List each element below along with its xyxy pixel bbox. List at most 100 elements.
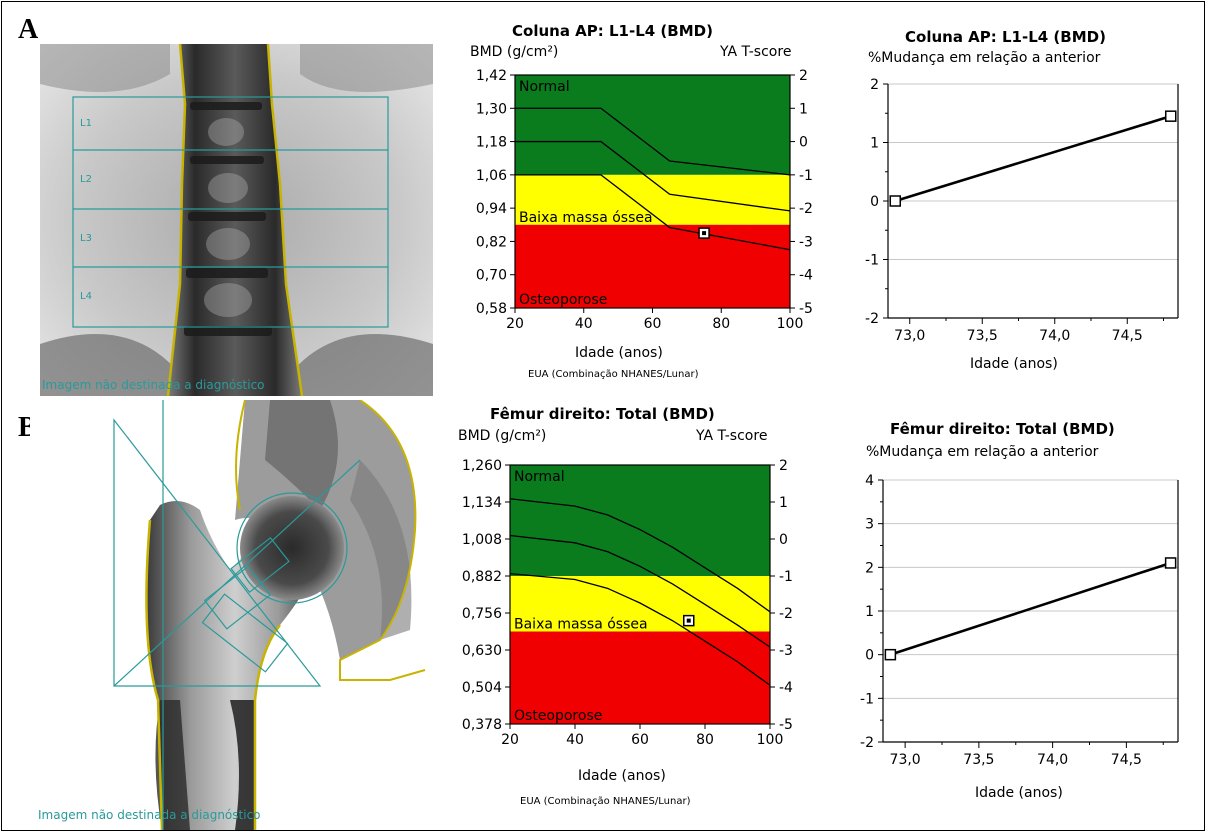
zone-band-2 (515, 224, 790, 308)
chart-b-bmd-plot: 0,378 0,504 0,630 0,756 0,882 1,008 1,134 1,260… (462, 458, 793, 748)
reference-curve-2 (515, 174, 791, 251)
y2-tick-label-0: -5 (799, 301, 813, 317)
y2-tick-label-2: -3 (799, 234, 813, 250)
zone-band-2 (510, 631, 770, 724)
y2-tick-label-7: 2 (779, 458, 788, 474)
y-tick-label-1: 0,70 (476, 268, 507, 284)
x-tick-label-1: 40 (566, 732, 584, 748)
x-tick-label-3: 74,5 (1112, 328, 1143, 344)
y-tick-label-2: 0,82 (476, 234, 507, 250)
y-tick-label-4: 0,882 (462, 569, 502, 585)
chart-a-change-xlabel: Idade (anos) (970, 356, 1058, 372)
y2-tick-label-1: -4 (779, 680, 793, 696)
region-label-l2: L2 (80, 174, 92, 185)
y2-tick-label-0: -5 (779, 717, 793, 733)
chart-b-change-plot: -2 -1 0 1 2 3 4 73,0 73,5 74,0 74,5 (860, 473, 1179, 768)
chart-b-change-ylabel: %Mudança em relação a anterior (866, 444, 1099, 460)
chart-b-bmd-y2label: YA T-score (696, 428, 768, 444)
y-tick-label-1: -1 (865, 253, 879, 269)
x-tick-label-2: 74,0 (1039, 328, 1070, 344)
change-point-1 (1164, 557, 1177, 569)
y-tick-label-0: -2 (860, 735, 874, 751)
y-tick-label-4: 2 (870, 77, 879, 93)
y-tick-label-7: 1,260 (462, 458, 502, 474)
region-label-l3: L3 (80, 233, 92, 244)
chart-a-change-plot: -2 -1 0 1 2 73,0 73,5 74,0 74,5 (865, 77, 1179, 344)
reference-curve-0 (515, 107, 791, 176)
reference-curve-2 (509, 573, 771, 686)
y-tick-label-5: 1,008 (462, 532, 502, 548)
x-tick-label-4: 100 (757, 732, 784, 748)
chart-b-change-xlabel: Idade (anos) (975, 785, 1063, 801)
x-tick-label-1: 40 (575, 316, 593, 332)
y-tick-label-0: -2 (865, 311, 879, 327)
chart-b-bmd-title: Fêmur direito: Total (BMD) (490, 405, 715, 423)
zone-band-0 (510, 465, 770, 576)
zone-label-osteoporosis: Osteoporose (519, 292, 607, 308)
region-label-l1: L1 (80, 118, 92, 129)
chart-a-bmd-ylabel: BMD (g/cm²) (470, 44, 559, 60)
x-tick-label-2: 74,0 (1037, 752, 1068, 768)
zone-label-low-mass: Baixa massa óssea (514, 617, 648, 633)
femur-scan-image (30, 400, 430, 830)
spine-scan-image (40, 44, 433, 396)
zone-label-osteoporosis: Osteoporose (514, 708, 602, 724)
x-tick-label-4: 100 (777, 316, 804, 332)
y-tick-label-1: 0,504 (462, 680, 502, 696)
zone-label-normal: Normal (514, 469, 565, 485)
y-tick-label-3: 0,94 (476, 201, 507, 217)
x-tick-label-0: 20 (501, 732, 519, 748)
change-line-0 (889, 561, 1172, 656)
patient-point-core-0 (686, 618, 691, 623)
y-tick-label-3: 1 (870, 136, 879, 152)
y2-tick-label-4: -1 (779, 569, 793, 585)
y-tick-label-3: 1 (865, 604, 874, 620)
chart-a-change-ylabel: %Mudança em relação a anterior (868, 50, 1101, 66)
x-tick-label-1: 73,5 (967, 328, 998, 344)
x-tick-label-2: 60 (644, 316, 662, 332)
zone-label-low-mass: Baixa massa óssea (519, 210, 653, 226)
chart-b-bmd-ylabel: BMD (g/cm²) (458, 428, 547, 444)
panel-letter-a: A (18, 14, 39, 45)
change-point-0 (889, 195, 901, 207)
chart-a-bmd-footnote: EUA (Combinação NHANES/Lunar) (528, 369, 699, 380)
zone-band-0 (515, 75, 790, 175)
y-tick-label-4: 2 (865, 560, 874, 576)
x-tick-label-0: 73,0 (890, 752, 921, 768)
scan-caption-a: Imagem não destinada a diagnóstico (42, 378, 265, 392)
chart-a-bmd-title: Coluna AP: L1-L4 (BMD) (512, 22, 713, 40)
x-tick-label-2: 60 (631, 732, 649, 748)
y2-tick-label-6: 1 (799, 101, 808, 117)
x-tick-label-0: 73,0 (894, 328, 925, 344)
x-tick-label-3: 80 (696, 732, 714, 748)
zone-band-1 (515, 174, 790, 225)
x-tick-label-1: 73,5 (963, 752, 994, 768)
y-tick-label-6: 1,30 (476, 101, 507, 117)
y2-tick-label-5: 0 (799, 135, 808, 151)
y-tick-label-2: 0 (870, 194, 879, 210)
zone-label-normal: Normal (519, 79, 570, 95)
y-tick-label-2: 0 (865, 648, 874, 664)
chart-a-bmd-plot: 0,58 0,70 0,82 0,94 1,06 1,18 1,30 1,42 -5 -4 -3 -2… (476, 68, 813, 332)
chart-b-bmd-footnote: EUA (Combinação NHANES/Lunar) (520, 796, 691, 807)
region-label-l4: L4 (80, 291, 92, 302)
chart-a-change-title: Coluna AP: L1-L4 (BMD) (905, 28, 1106, 46)
reference-curve-0 (509, 498, 771, 613)
y2-tick-label-3: -2 (779, 606, 793, 622)
patient-point-core-0 (702, 231, 707, 236)
chart-b-change-title: Fêmur direito: Total (BMD) (890, 420, 1115, 438)
chart-a-bmd-xlabel: Idade (anos) (575, 345, 663, 361)
change-point-1 (1165, 110, 1177, 122)
x-tick-label-3: 80 (712, 316, 730, 332)
y-tick-label-1: -1 (860, 691, 874, 707)
y-tick-label-6: 4 (865, 473, 874, 489)
y-tick-label-0: 0,58 (476, 301, 507, 317)
y2-tick-label-1: -4 (799, 268, 813, 284)
y-tick-label-7: 1,42 (476, 68, 507, 84)
y2-tick-label-2: -3 (779, 643, 793, 659)
reference-curve-1 (515, 140, 791, 212)
chart-b-bmd-xlabel: Idade (anos) (578, 768, 666, 784)
y-tick-label-5: 1,18 (476, 135, 507, 151)
y-tick-label-4: 1,06 (476, 168, 507, 184)
change-point-0 (884, 648, 897, 661)
